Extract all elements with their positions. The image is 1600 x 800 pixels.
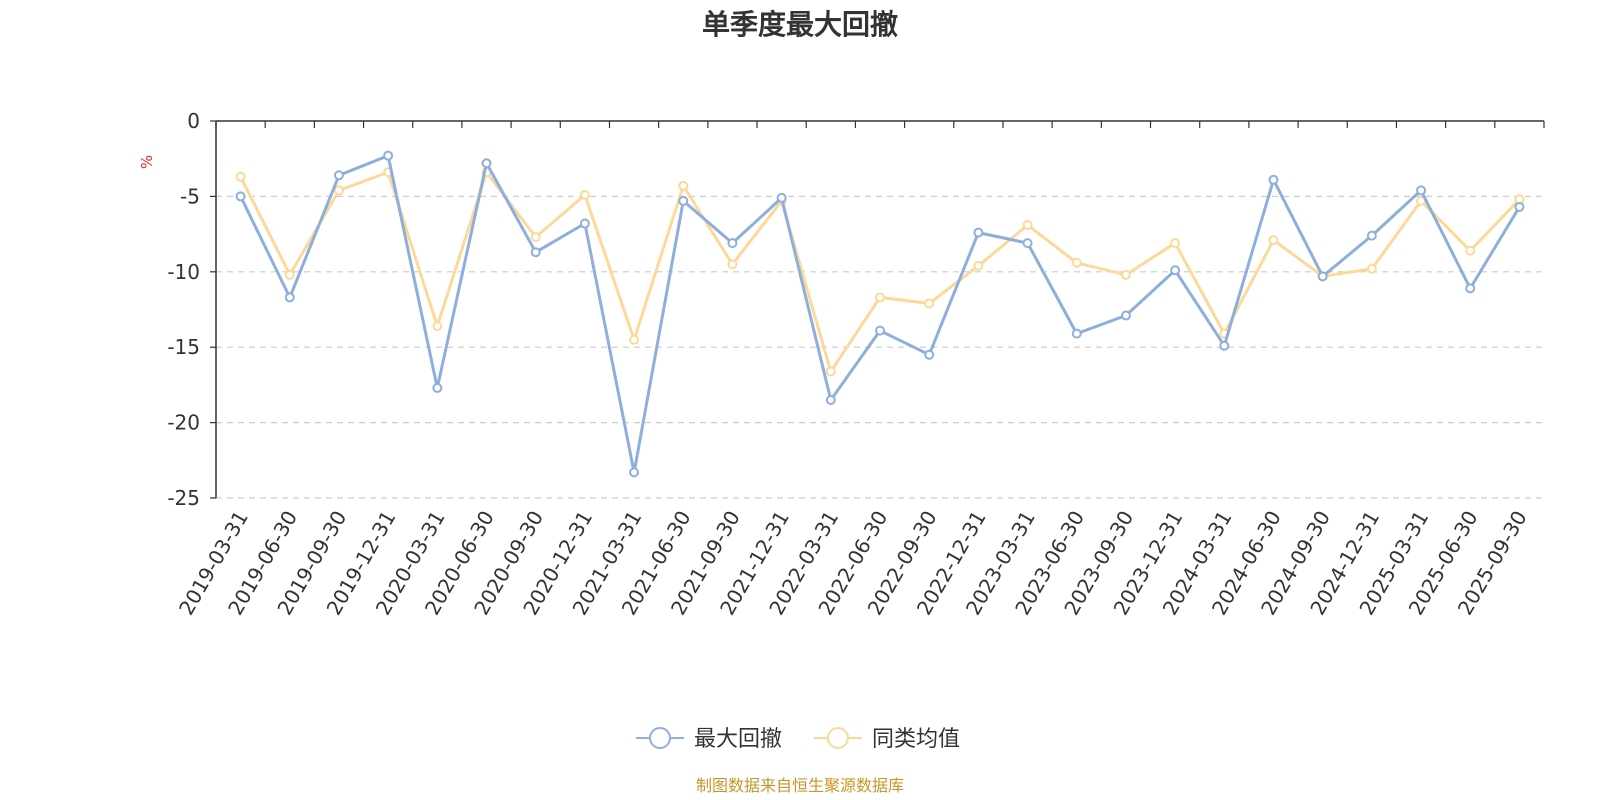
data-point[interactable] xyxy=(1465,245,1476,256)
data-point[interactable] xyxy=(776,192,787,203)
data-point[interactable] xyxy=(1071,328,1082,339)
data-point[interactable] xyxy=(530,247,541,258)
data-point[interactable] xyxy=(284,292,295,303)
data-point[interactable] xyxy=(235,191,246,202)
data-point[interactable] xyxy=(1268,235,1279,246)
legend[interactable]: 最大回撤 同类均值 xyxy=(636,727,960,752)
y-tick-label: -15 xyxy=(167,335,200,359)
data-point[interactable] xyxy=(579,218,590,229)
y-tick-label: -20 xyxy=(167,411,200,435)
data-point[interactable] xyxy=(973,260,984,271)
data-point[interactable] xyxy=(825,394,836,405)
data-point[interactable] xyxy=(678,195,689,206)
chart-title: 单季度最大回撤 xyxy=(702,8,898,41)
legend-label-max-drawdown: 最大回撤 xyxy=(694,727,782,752)
data-point[interactable] xyxy=(481,158,492,169)
data-point[interactable] xyxy=(678,180,689,191)
data-point[interactable] xyxy=(333,185,344,196)
data-point[interactable] xyxy=(432,321,443,332)
data-point[interactable] xyxy=(924,349,935,360)
data-point[interactable] xyxy=(1170,265,1181,276)
data-point[interactable] xyxy=(1465,283,1476,294)
data-point[interactable] xyxy=(284,269,295,280)
data-point[interactable] xyxy=(1366,263,1377,274)
legend-marker-max-drawdown xyxy=(649,727,671,749)
data-point[interactable] xyxy=(579,189,590,200)
data-point[interactable] xyxy=(1022,220,1033,231)
data-point[interactable] xyxy=(1366,230,1377,241)
series-lines xyxy=(235,150,1525,478)
legend-item-max-drawdown[interactable]: 最大回撤 xyxy=(636,727,782,752)
data-source-note: 制图数据来自恒生聚源数据库 xyxy=(696,776,904,795)
data-point[interactable] xyxy=(530,232,541,243)
data-point[interactable] xyxy=(1120,269,1131,280)
data-point[interactable] xyxy=(1268,174,1279,185)
data-point[interactable] xyxy=(1317,271,1328,282)
data-point[interactable] xyxy=(973,227,984,238)
data-point[interactable] xyxy=(825,366,836,377)
data-point[interactable] xyxy=(432,382,443,393)
data-point[interactable] xyxy=(1170,238,1181,249)
data-point[interactable] xyxy=(333,170,344,181)
data-point[interactable] xyxy=(383,150,394,161)
data-point[interactable] xyxy=(924,298,935,309)
data-point[interactable] xyxy=(727,259,738,270)
data-point[interactable] xyxy=(1514,201,1525,212)
legend-item-peer-average[interactable]: 同类均值 xyxy=(814,727,960,752)
data-point[interactable] xyxy=(1416,185,1427,196)
legend-marker-peer-average xyxy=(827,727,849,749)
y-axis-unit: % xyxy=(138,155,156,169)
grid-lines xyxy=(216,195,1544,499)
data-point[interactable] xyxy=(875,292,885,303)
data-point[interactable] xyxy=(1071,257,1082,268)
y-tick-label: -10 xyxy=(167,260,200,284)
data-point[interactable] xyxy=(1120,310,1131,321)
y-tick-label: 0 xyxy=(187,109,200,133)
data-point[interactable] xyxy=(235,171,246,182)
data-point[interactable] xyxy=(629,467,640,478)
y-tick-label: -5 xyxy=(180,184,200,208)
legend-label-peer-average: 同类均值 xyxy=(872,727,960,752)
data-point[interactable] xyxy=(1219,340,1230,351)
y-tick-label: -25 xyxy=(167,486,200,510)
data-point[interactable] xyxy=(727,238,738,249)
data-point[interactable] xyxy=(1022,238,1033,249)
data-point[interactable] xyxy=(875,325,885,336)
data-point[interactable] xyxy=(629,334,640,345)
